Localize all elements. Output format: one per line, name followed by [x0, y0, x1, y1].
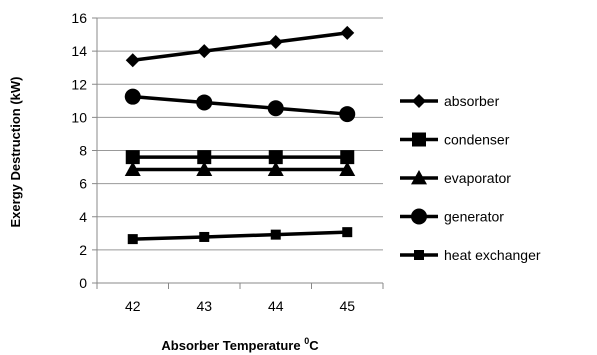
point-generator-42 [124, 88, 141, 105]
legend-marker-heat-exchanger [414, 250, 424, 260]
y-tick-label-10: 10 [71, 109, 87, 125]
y-tick-labels: 0 2 4 6 8 10 12 14 16 [71, 10, 87, 291]
series-line-absorber [132, 31, 348, 62]
x-axis-title: Absorber Temperature 0C [161, 336, 319, 353]
x-axis-title-text: Absorber Temperature [161, 338, 300, 353]
point-absorber-42 [125, 53, 140, 68]
point-generator-45 [339, 106, 356, 123]
x-tick-label-44: 44 [268, 298, 284, 314]
point-evaporator-43 [196, 161, 213, 176]
data-series [124, 25, 356, 245]
point-heat-exchanger-45 [342, 227, 353, 238]
series-heat-exchanger [127, 227, 353, 245]
point-absorber-43 [197, 44, 212, 59]
x-tick-label-42: 42 [125, 298, 141, 314]
legend-marker-generator [411, 208, 427, 225]
legend-label-absorber: absorber [444, 93, 500, 109]
series-line-generator [132, 94, 348, 116]
legend-entry-absorber: absorber [400, 93, 500, 109]
series-condenser [125, 150, 355, 165]
point-evaporator-45 [339, 161, 356, 176]
legend-marker-absorber [412, 94, 426, 108]
legend-label-generator: generator [444, 209, 504, 225]
point-evaporator-44 [267, 161, 284, 176]
legend: absorber condenser evaporator generator heat… [400, 93, 541, 263]
legend-entry-evaporator: evaporator [400, 170, 511, 186]
x-tick-label-43: 43 [196, 298, 212, 314]
series-evaporator [124, 161, 356, 176]
point-condenser-44 [268, 150, 283, 165]
point-generator-44 [267, 100, 284, 117]
legend-marker-condenser [412, 132, 426, 147]
point-condenser-45 [340, 150, 355, 165]
x-axis-title-superscript: 0 [304, 336, 309, 346]
y-tick-label-4: 4 [79, 209, 87, 225]
point-heat-exchanger-43 [199, 231, 210, 242]
gridlines [97, 17, 383, 251]
point-condenser-43 [197, 150, 212, 165]
y-tick-label-6: 6 [79, 176, 87, 192]
point-absorber-44 [268, 35, 283, 50]
x-axis-title-unit: C [309, 338, 319, 353]
point-heat-exchanger-42 [127, 234, 138, 245]
y-tick-label-2: 2 [79, 242, 87, 258]
y-tick-label-14: 14 [71, 43, 87, 59]
x-tick-labels: 42 43 44 45 [125, 298, 355, 314]
point-condenser-42 [125, 150, 140, 165]
point-generator-43 [196, 94, 213, 111]
y-axis-title: Exergy Destruction (kW) [8, 77, 23, 228]
axes [92, 17, 384, 289]
y-tick-label-16: 16 [71, 10, 87, 26]
series-generator [124, 88, 356, 123]
point-absorber-45 [340, 25, 355, 40]
y-tick-label-0: 0 [79, 275, 87, 291]
legend-entry-heat-exchanger: heat exchanger [400, 247, 541, 263]
y-tick-label-12: 12 [71, 76, 87, 92]
legend-label-evaporator: evaporator [444, 170, 511, 186]
y-tick-label-8: 8 [79, 143, 87, 159]
legend-entry-generator: generator [400, 208, 504, 225]
legend-marker-evaporator [411, 170, 427, 185]
legend-label-condenser: condenser [444, 132, 510, 148]
series-absorber [125, 25, 355, 68]
legend-label-heat-exchanger: heat exchanger [444, 247, 541, 263]
point-evaporator-42 [124, 161, 141, 176]
point-heat-exchanger-44 [270, 229, 281, 240]
x-tick-label-45: 45 [339, 298, 355, 314]
legend-entry-condenser: condenser [400, 132, 510, 148]
series-line-heat-exchanger [132, 230, 348, 241]
